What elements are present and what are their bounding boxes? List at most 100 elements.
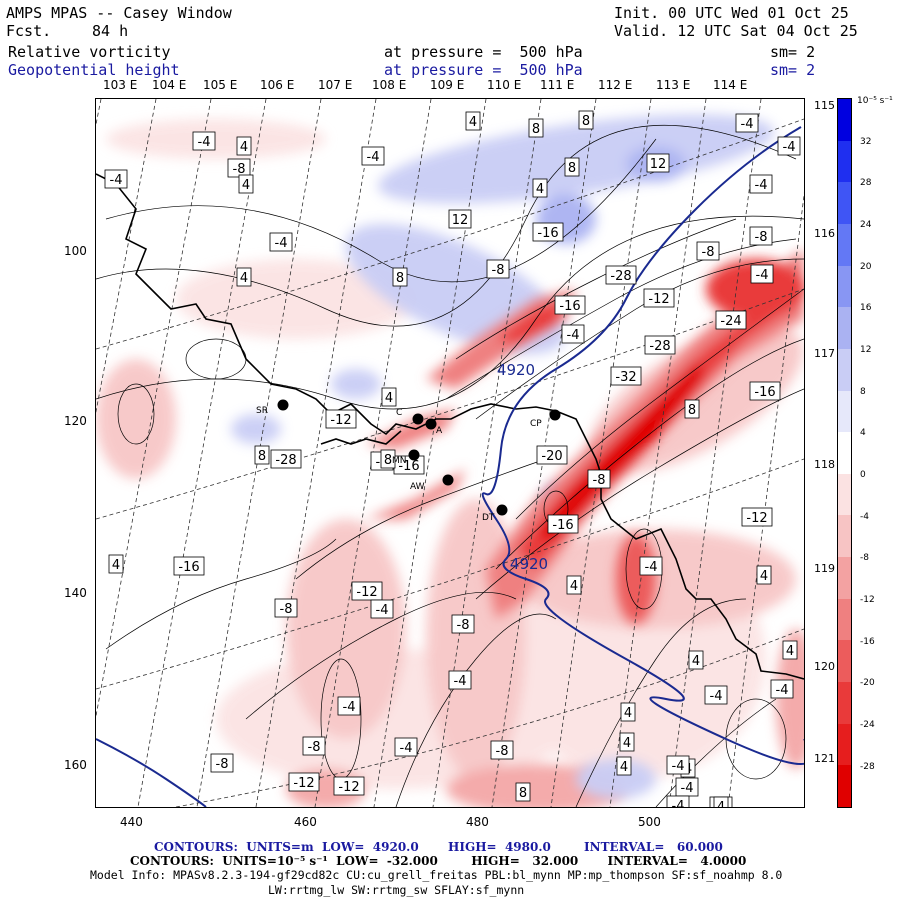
top-lon-label: 103 E — [103, 78, 138, 92]
vorticity-contour-label: -16 — [173, 556, 205, 576]
svg-text:8: 8 — [396, 271, 404, 286]
colorbar-segment — [838, 432, 851, 475]
colorbar-label: -12 — [860, 594, 875, 605]
svg-text:-28: -28 — [275, 453, 296, 468]
model-info-2: LW:rrtmg_lw SW:rrtmg_sw SFLAY:sf_mynn — [268, 883, 525, 897]
vorticity-contour-label: 4 — [236, 136, 252, 156]
vorticity-contour-label: -4 — [777, 136, 801, 156]
vorticity-contour-label: 8 — [254, 445, 270, 465]
x-tick-label: 460 — [294, 815, 317, 829]
station-marker — [442, 474, 454, 486]
svg-text:-4: -4 — [376, 603, 389, 618]
colorbar-segment — [838, 182, 851, 225]
y-tick-label: 120 — [64, 414, 87, 428]
svg-text:8: 8 — [688, 403, 696, 418]
model-info: Model Info: MPASv8.2.3-194-gf29cd82c CU:… — [90, 868, 783, 882]
svg-text:4: 4 — [760, 569, 768, 584]
vorticity-contour-label: -12 — [333, 776, 365, 796]
init-time: Init. 00 UTC Wed 01 Oct 25 — [614, 4, 849, 22]
svg-text:-12: -12 — [338, 780, 359, 795]
x-tick-label: 440 — [120, 815, 143, 829]
svg-text:-4: -4 — [645, 560, 658, 575]
svg-text:4: 4 — [240, 271, 248, 286]
station-marker — [277, 399, 289, 411]
vorticity-contour-label: -12 — [741, 507, 773, 527]
vorticity-contour-label: -4 — [561, 324, 585, 344]
stations: SR C A MN AW CP DT — [256, 399, 561, 523]
y-tick-label: 140 — [64, 586, 87, 600]
svg-text:4: 4 — [469, 115, 477, 130]
vorticity-contour-label: -16 — [749, 381, 781, 401]
vorticity-contour-label: -12 — [643, 288, 675, 308]
svg-text:4: 4 — [786, 644, 794, 659]
vorticity-contour-label: -8 — [210, 753, 234, 773]
vorticity-contour-label: -8 — [749, 226, 773, 246]
vorticity-contour-label: -4 — [735, 113, 759, 133]
y-tick-label: 100 — [64, 244, 87, 258]
svg-text:-4: -4 — [672, 799, 685, 807]
forecast-label: Fcst. — [6, 22, 52, 40]
colorbar-segment — [838, 557, 851, 600]
height-contour-interval: INTERVAL= 60.000 — [584, 840, 723, 854]
station-marker — [549, 409, 561, 421]
svg-text:-4: -4 — [755, 178, 768, 193]
field1-smoothing: sm= 2 — [770, 43, 816, 61]
top-lon-label: 113 E — [656, 78, 691, 92]
vorticity-contour-label: -8 — [451, 614, 475, 634]
colorbar-segment — [838, 348, 851, 392]
vorticity-contour-label: 4 — [236, 267, 252, 287]
vorticity-contour-label: 4 — [465, 111, 481, 131]
vorticity-contour-label: 4 — [566, 575, 582, 595]
vorticity-contour-label: -4 — [639, 556, 663, 576]
colorbar-segment — [838, 640, 851, 683]
svg-text:-8: -8 — [755, 230, 768, 245]
vorticity-contour-label: -8 — [227, 158, 251, 178]
vorticity-contour-label: -16 — [532, 222, 564, 242]
vorticity-contour-label: 12 — [448, 209, 472, 229]
station-label: DT — [482, 513, 495, 523]
station-label: MN — [392, 456, 407, 466]
vorticity-contour-label: -4 — [448, 670, 472, 690]
svg-text:-4: -4 — [275, 236, 288, 251]
vorticity-contour-label: -4 — [675, 777, 699, 797]
vorticity-contour-label: 4 — [381, 387, 397, 407]
svg-text:-4: -4 — [110, 173, 123, 188]
svg-text:-8: -8 — [496, 744, 509, 759]
svg-text:12: 12 — [650, 157, 667, 172]
top-lon-label: 111 E — [540, 78, 575, 92]
colorbar-segment — [838, 140, 851, 183]
vorticity-contour-label: 12 — [646, 153, 670, 173]
vorticity-contour-label: -4 — [666, 755, 690, 775]
vorticity-contour-label: -28 — [605, 265, 637, 285]
svg-text:-20: -20 — [541, 449, 562, 464]
svg-text:-4: -4 — [710, 689, 723, 704]
height-contour-label: 4920 — [497, 361, 535, 379]
colorbar-label: 4 — [860, 428, 866, 439]
forecast-hour: 84 h — [92, 22, 129, 40]
svg-text:-16: -16 — [178, 560, 199, 575]
vorticity-contour-label: 4 — [238, 174, 254, 194]
vorticity-contour-label: -4 — [770, 679, 794, 699]
svg-text:-8: -8 — [308, 740, 321, 755]
colorbar-segment — [838, 598, 851, 641]
vorticity-contour-label: 4 — [782, 640, 798, 660]
svg-text:4: 4 — [570, 579, 578, 594]
svg-text:4: 4 — [620, 760, 628, 775]
vorticity-contour-label: -8 — [274, 598, 298, 618]
colorbar — [837, 98, 852, 808]
vorticity-contour-label: -4 — [370, 599, 394, 619]
svg-text:-4: -4 — [776, 683, 789, 698]
colorbar-label: 24 — [860, 220, 872, 231]
vorticity-contour-label: 4 — [756, 565, 772, 585]
colorbar-segment — [838, 765, 851, 808]
svg-text:-4: -4 — [567, 328, 580, 343]
colorbar-label: -8 — [860, 553, 869, 564]
colorbar-segment — [838, 307, 851, 350]
field2-name: Geopotential height — [8, 61, 180, 79]
vorticity-contour-info: CONTOURS: UNITS=10⁻⁵ s⁻¹ LOW= -32.000 HI… — [130, 854, 747, 868]
vorticity-contour-label: 4 — [616, 756, 632, 776]
top-lon-label: 110 E — [487, 78, 522, 92]
svg-text:4: 4 — [242, 178, 250, 193]
y-tick-label: 160 — [64, 758, 87, 772]
colorbar-segment — [838, 515, 851, 558]
